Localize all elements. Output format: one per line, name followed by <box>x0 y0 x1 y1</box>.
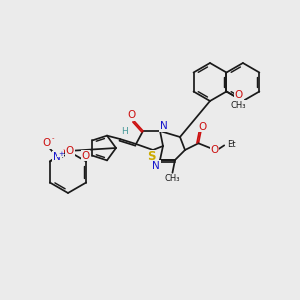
Text: S: S <box>147 151 155 164</box>
Text: CH₃: CH₃ <box>231 101 246 110</box>
Text: -: - <box>52 136 54 142</box>
Text: O: O <box>81 151 90 160</box>
Text: N: N <box>152 161 160 171</box>
Text: O: O <box>43 139 51 148</box>
Text: O: O <box>128 110 136 120</box>
Text: H: H <box>122 127 128 136</box>
Text: N: N <box>53 152 61 161</box>
Text: CH₃: CH₃ <box>165 174 180 183</box>
Text: O: O <box>199 122 207 131</box>
Text: Et: Et <box>227 140 236 149</box>
Text: O: O <box>210 145 219 155</box>
Text: N: N <box>160 121 168 131</box>
Text: +: + <box>58 151 64 157</box>
Text: O: O <box>235 89 243 100</box>
Text: O: O <box>66 146 74 155</box>
